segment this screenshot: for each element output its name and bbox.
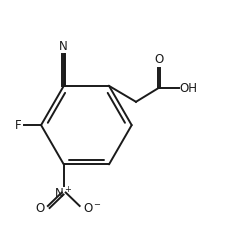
Text: OH: OH xyxy=(180,82,198,95)
Text: $\mathrm{O}^-$: $\mathrm{O}^-$ xyxy=(83,202,102,215)
Text: O: O xyxy=(35,202,44,215)
Text: $\mathrm{N}^+$: $\mathrm{N}^+$ xyxy=(55,186,73,202)
Text: N: N xyxy=(59,40,68,53)
Text: O: O xyxy=(154,53,164,66)
Text: F: F xyxy=(15,119,22,132)
